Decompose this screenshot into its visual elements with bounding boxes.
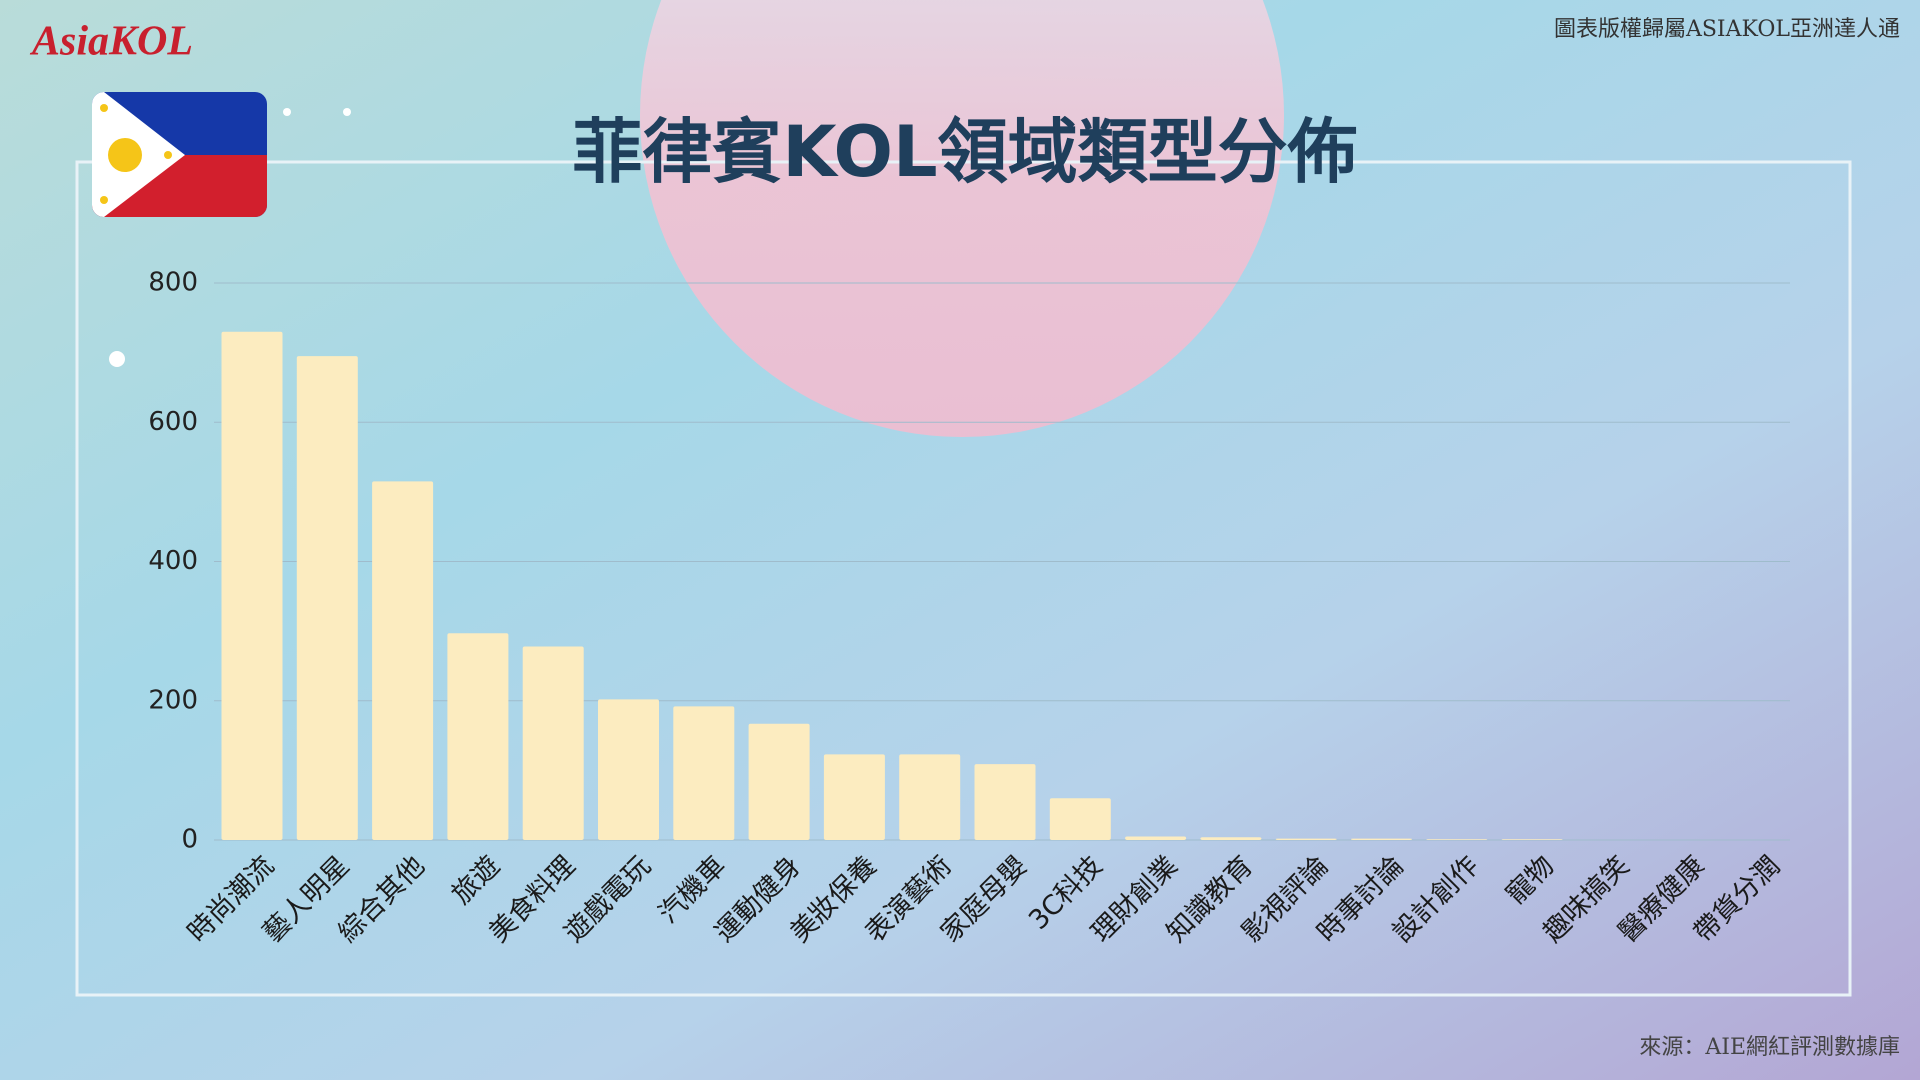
logo: AsiaKOL <box>29 19 193 65</box>
bar <box>221 331 283 840</box>
bar <box>522 646 584 840</box>
y-tick-label: 800 <box>148 268 198 298</box>
bar <box>1501 839 1563 840</box>
y-tick-label: 600 <box>148 407 198 437</box>
bar <box>447 633 509 840</box>
bar <box>673 706 735 840</box>
chart-title: 菲律賓KOL領域類型分佈 <box>572 111 1357 193</box>
decor-circle <box>640 0 1284 437</box>
decor-dot <box>283 108 291 116</box>
bar <box>1049 798 1111 840</box>
bar <box>748 723 810 840</box>
source: 來源：AIE網紅評測數據庫 <box>1639 1035 1900 1060</box>
copyright: 圖表版權歸屬ASIAKOL亞洲達人通 <box>1554 17 1900 42</box>
bar <box>598 699 659 840</box>
bar <box>1125 836 1187 840</box>
decor-dot <box>343 108 351 116</box>
y-tick-label: 400 <box>148 546 198 576</box>
decor-dot <box>109 351 125 367</box>
frame <box>75 160 1852 997</box>
flag <box>92 92 267 217</box>
bar <box>899 754 961 840</box>
y-tick-label: 0 <box>181 825 198 855</box>
bar <box>1426 839 1488 840</box>
bar <box>1200 837 1262 840</box>
bar <box>823 754 885 840</box>
y-tick-label: 200 <box>148 685 198 715</box>
bar <box>1351 838 1412 840</box>
bar <box>974 764 1036 840</box>
bar <box>1275 838 1337 840</box>
bar <box>296 356 358 840</box>
bar <box>372 481 434 840</box>
